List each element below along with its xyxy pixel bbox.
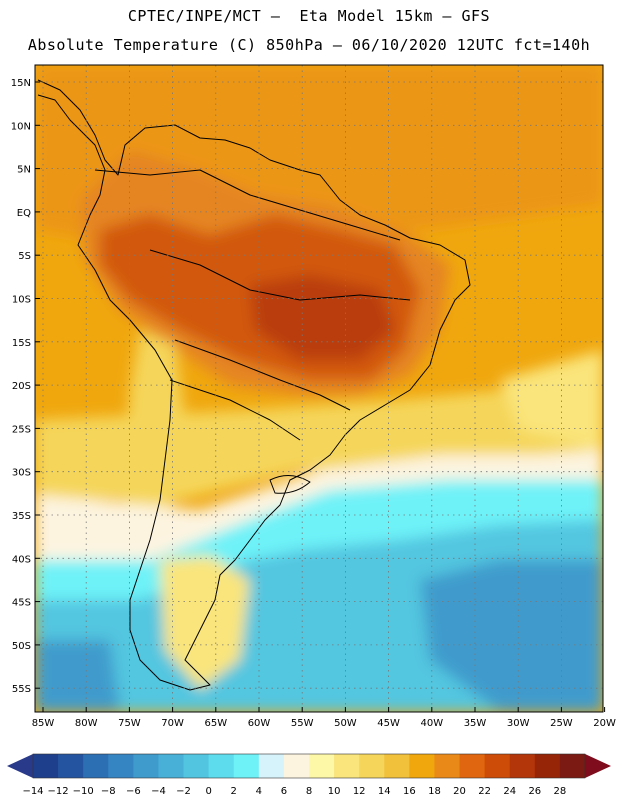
colorbar-swatch (534, 754, 561, 778)
south-america-coast (37, 79, 471, 691)
axis-ticks (35, 81, 606, 712)
gridlines (35, 65, 603, 712)
lat-label: 10S (12, 295, 31, 306)
lat-label: 35S (12, 511, 31, 522)
lat-label: 25S (12, 424, 31, 435)
colorbar-swatch (384, 754, 410, 778)
colorbar-swatch (208, 754, 235, 778)
border-central (149, 249, 411, 301)
border-plata (169, 379, 301, 441)
colorbar-labels: −14 −12 −10 −8 −6 −4 −2 0 2 4 6 8 10 12 14 16 18 20 22 24 26… (22, 786, 566, 797)
colorbar-label: −12 (48, 786, 69, 797)
lat-label: 5S (18, 251, 31, 262)
colorbar-swatch (58, 754, 84, 778)
lat-label: EQ (17, 208, 31, 219)
colorbar-label: 0 (205, 786, 211, 797)
lon-label: 30W (507, 718, 530, 729)
map-frame (34, 64, 604, 713)
border-north (94, 169, 401, 241)
lon-label: 50W (334, 718, 357, 729)
chart-title-line1: CPTEC/INPE/MCT – Eta Model 15km – GFS (127, 7, 491, 25)
lon-label: 55W (291, 718, 314, 729)
colorbar-under-arrow (7, 754, 33, 778)
chart-title-line2: Absolute Temperature (C) 850hPa – 06/10/… (27, 36, 591, 54)
colorbar-label: 26 (528, 786, 541, 797)
lat-label: 20S (12, 381, 31, 392)
colorbar-label: 14 (378, 786, 391, 797)
lat-label: 55S (12, 684, 31, 695)
colorbar-swatch (484, 754, 511, 778)
colorbar-label: −2 (176, 786, 191, 797)
colorbar-swatch (283, 754, 310, 778)
colorbar-label: 10 (328, 786, 341, 797)
lon-label: 85W (32, 718, 55, 729)
lat-label: 40S (12, 554, 31, 565)
field-hot-core (250, 275, 395, 360)
colorbar-swatch (33, 754, 59, 778)
colorbar-label: −6 (126, 786, 141, 797)
colorbar-swatch (233, 754, 260, 778)
lat-label: 50S (12, 641, 31, 652)
colorbar-swatch (359, 754, 385, 778)
colorbar-swatch (309, 754, 335, 778)
colorbar-label: −14 (22, 786, 43, 797)
colorbar-label: 20 (453, 786, 466, 797)
colorbar-label: 18 (428, 786, 441, 797)
field-east-ocean (500, 350, 603, 450)
coastline (37, 79, 471, 691)
colorbar-label: 12 (353, 786, 366, 797)
lon-label: 40W (420, 718, 443, 729)
lat-label: 45S (12, 598, 31, 609)
colorbar-swatch (334, 754, 360, 778)
longitude-labels: 85W 80W 75W 70W 65W 60W 55W 50W 45W 40W 35W 30W 25W 2… (32, 718, 616, 729)
lon-label: 45W (377, 718, 400, 729)
colorbar-label: −4 (151, 786, 166, 797)
lon-label: 35W (464, 718, 487, 729)
colorbar-swatch (559, 754, 586, 778)
colorbar-swatch (409, 754, 435, 778)
colorbar-label: 24 (503, 786, 516, 797)
temperature-field (35, 65, 603, 712)
colorbar-swatch (459, 754, 486, 778)
colorbar-label: 2 (231, 786, 237, 797)
colorbar-swatch (158, 754, 184, 778)
colorbar-label: 8 (306, 786, 312, 797)
lat-label: 15S (12, 338, 31, 349)
field-blue-southeast (420, 560, 603, 712)
lat-label: 10N (11, 121, 31, 132)
colorbar (7, 753, 611, 779)
colorbar-over-arrow (585, 754, 611, 778)
lat-label: 5N (17, 165, 31, 176)
field-blue-southwest (35, 640, 120, 712)
colorbar-swatch (108, 754, 134, 778)
rio-de-la-plata (269, 475, 311, 494)
lat-label: 30S (12, 468, 31, 479)
colorbar-swatch (83, 754, 109, 778)
colorbar-swatch (258, 754, 285, 778)
colorbar-label: 16 (403, 786, 416, 797)
lon-label: 25W (550, 718, 573, 729)
field-patagonia-warm (160, 555, 250, 690)
lon-label: 75W (118, 718, 141, 729)
colorbar-swatch (183, 754, 210, 778)
colorbar-label: 6 (281, 786, 287, 797)
colorbar-label: −8 (101, 786, 116, 797)
colorbar-swatch (509, 754, 536, 778)
lon-label: 65W (204, 718, 227, 729)
colorbar-label: −10 (73, 786, 94, 797)
lon-label: 80W (75, 718, 98, 729)
latitude-labels: 15N 10N 5N EQ 5S 10S 15S 20S 25S 30S 35S 40S 45S 50S 5… (11, 78, 31, 695)
lat-label: 15N (11, 78, 31, 89)
colorbar-label: 28 (554, 786, 567, 797)
border-south (174, 339, 351, 411)
colorbar-swatch (133, 754, 159, 778)
colorbar-label: 22 (478, 786, 491, 797)
colorbar-swatch (434, 754, 460, 778)
lon-label: 70W (161, 718, 184, 729)
colorbar-frame (32, 753, 586, 779)
lon-label: 20W (593, 718, 616, 729)
lon-label: 60W (248, 718, 271, 729)
colorbar-label: 4 (256, 786, 262, 797)
